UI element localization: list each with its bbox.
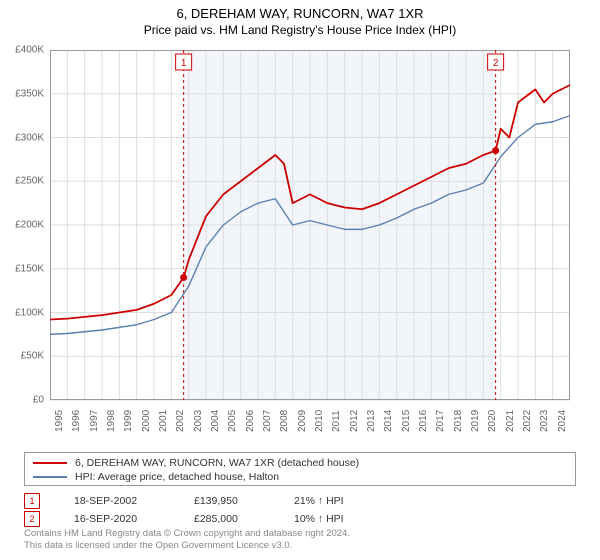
chart-title-address: 6, DEREHAM WAY, RUNCORN, WA7 1XR xyxy=(0,0,600,21)
footer-attribution: Contains HM Land Registry data © Crown c… xyxy=(24,528,350,553)
svg-text:2: 2 xyxy=(493,58,499,69)
x-tick-label: 1995 xyxy=(54,410,65,432)
transactions-table: 1 18-SEP-2002 £139,950 21% ↑ HPI 2 16-SE… xyxy=(24,492,414,528)
x-tick-label: 1996 xyxy=(71,410,82,432)
table-row: 1 18-SEP-2002 £139,950 21% ↑ HPI xyxy=(24,492,414,510)
x-tick-label: 2009 xyxy=(297,410,308,432)
x-tick-label: 2003 xyxy=(193,410,204,432)
legend-swatch xyxy=(33,462,67,464)
svg-text:1: 1 xyxy=(181,58,187,69)
footer-line: This data is licensed under the Open Gov… xyxy=(24,540,350,552)
x-tick-label: 2005 xyxy=(227,410,238,432)
chart-title-sub: Price paid vs. HM Land Registry's House … xyxy=(0,21,600,37)
x-tick-label: 2004 xyxy=(210,410,221,432)
y-tick-label: £200K xyxy=(0,220,44,231)
legend: 6, DEREHAM WAY, RUNCORN, WA7 1XR (detach… xyxy=(24,452,576,486)
x-tick-label: 1999 xyxy=(123,410,134,432)
transaction-date: 16-SEP-2020 xyxy=(74,513,194,525)
marker-badge: 1 xyxy=(24,493,40,509)
marker-badge: 2 xyxy=(24,511,40,527)
legend-label: HPI: Average price, detached house, Halt… xyxy=(75,471,279,483)
x-tick-label: 2001 xyxy=(158,410,169,432)
transaction-price: £285,000 xyxy=(194,513,294,525)
y-tick-label: £350K xyxy=(0,88,44,99)
x-tick-label: 2023 xyxy=(539,410,550,432)
y-tick-label: £250K xyxy=(0,176,44,187)
x-tick-label: 1998 xyxy=(106,410,117,432)
y-tick-label: £0 xyxy=(0,395,44,406)
transaction-price: £139,950 xyxy=(194,495,294,507)
y-tick-label: £100K xyxy=(0,307,44,318)
chart-container: 6, DEREHAM WAY, RUNCORN, WA7 1XR Price p… xyxy=(0,0,600,560)
x-tick-label: 2018 xyxy=(453,410,464,432)
line-chart: 12 xyxy=(50,50,572,402)
legend-item: 6, DEREHAM WAY, RUNCORN, WA7 1XR (detach… xyxy=(33,456,567,470)
x-tick-label: 2014 xyxy=(383,410,394,432)
y-tick-label: £50K xyxy=(0,351,44,362)
x-tick-label: 2008 xyxy=(279,410,290,432)
legend-label: 6, DEREHAM WAY, RUNCORN, WA7 1XR (detach… xyxy=(75,457,359,469)
x-tick-label: 2024 xyxy=(557,410,568,432)
x-tick-label: 2011 xyxy=(331,410,342,432)
x-tick-label: 2019 xyxy=(470,410,481,432)
y-tick-label: £300K xyxy=(0,132,44,143)
transaction-pct: 21% ↑ HPI xyxy=(294,495,414,507)
transaction-pct: 10% ↑ HPI xyxy=(294,513,414,525)
x-tick-label: 2020 xyxy=(487,410,498,432)
x-tick-label: 2017 xyxy=(435,410,446,432)
transaction-date: 18-SEP-2002 xyxy=(74,495,194,507)
y-tick-label: £150K xyxy=(0,263,44,274)
x-tick-label: 2002 xyxy=(175,410,186,432)
x-tick-label: 1997 xyxy=(89,410,100,432)
x-axis-ticks: 1995 1996 1997 1998 1999 2000 2001 2002 2003 2004… xyxy=(50,402,570,452)
y-tick-label: £400K xyxy=(0,45,44,56)
x-tick-label: 2010 xyxy=(314,410,325,432)
x-tick-label: 2016 xyxy=(418,410,429,432)
x-tick-label: 2012 xyxy=(349,410,360,432)
x-tick-label: 2015 xyxy=(401,410,412,432)
x-tick-label: 2022 xyxy=(522,410,533,432)
legend-item: HPI: Average price, detached house, Halt… xyxy=(33,470,567,484)
legend-swatch xyxy=(33,476,67,478)
x-tick-label: 2000 xyxy=(141,410,152,432)
table-row: 2 16-SEP-2020 £285,000 10% ↑ HPI xyxy=(24,510,414,528)
x-tick-label: 2013 xyxy=(366,410,377,432)
x-tick-label: 2021 xyxy=(505,410,516,432)
x-tick-label: 2006 xyxy=(245,410,256,432)
footer-line: Contains HM Land Registry data © Crown c… xyxy=(24,528,350,540)
x-tick-label: 2007 xyxy=(262,410,273,432)
